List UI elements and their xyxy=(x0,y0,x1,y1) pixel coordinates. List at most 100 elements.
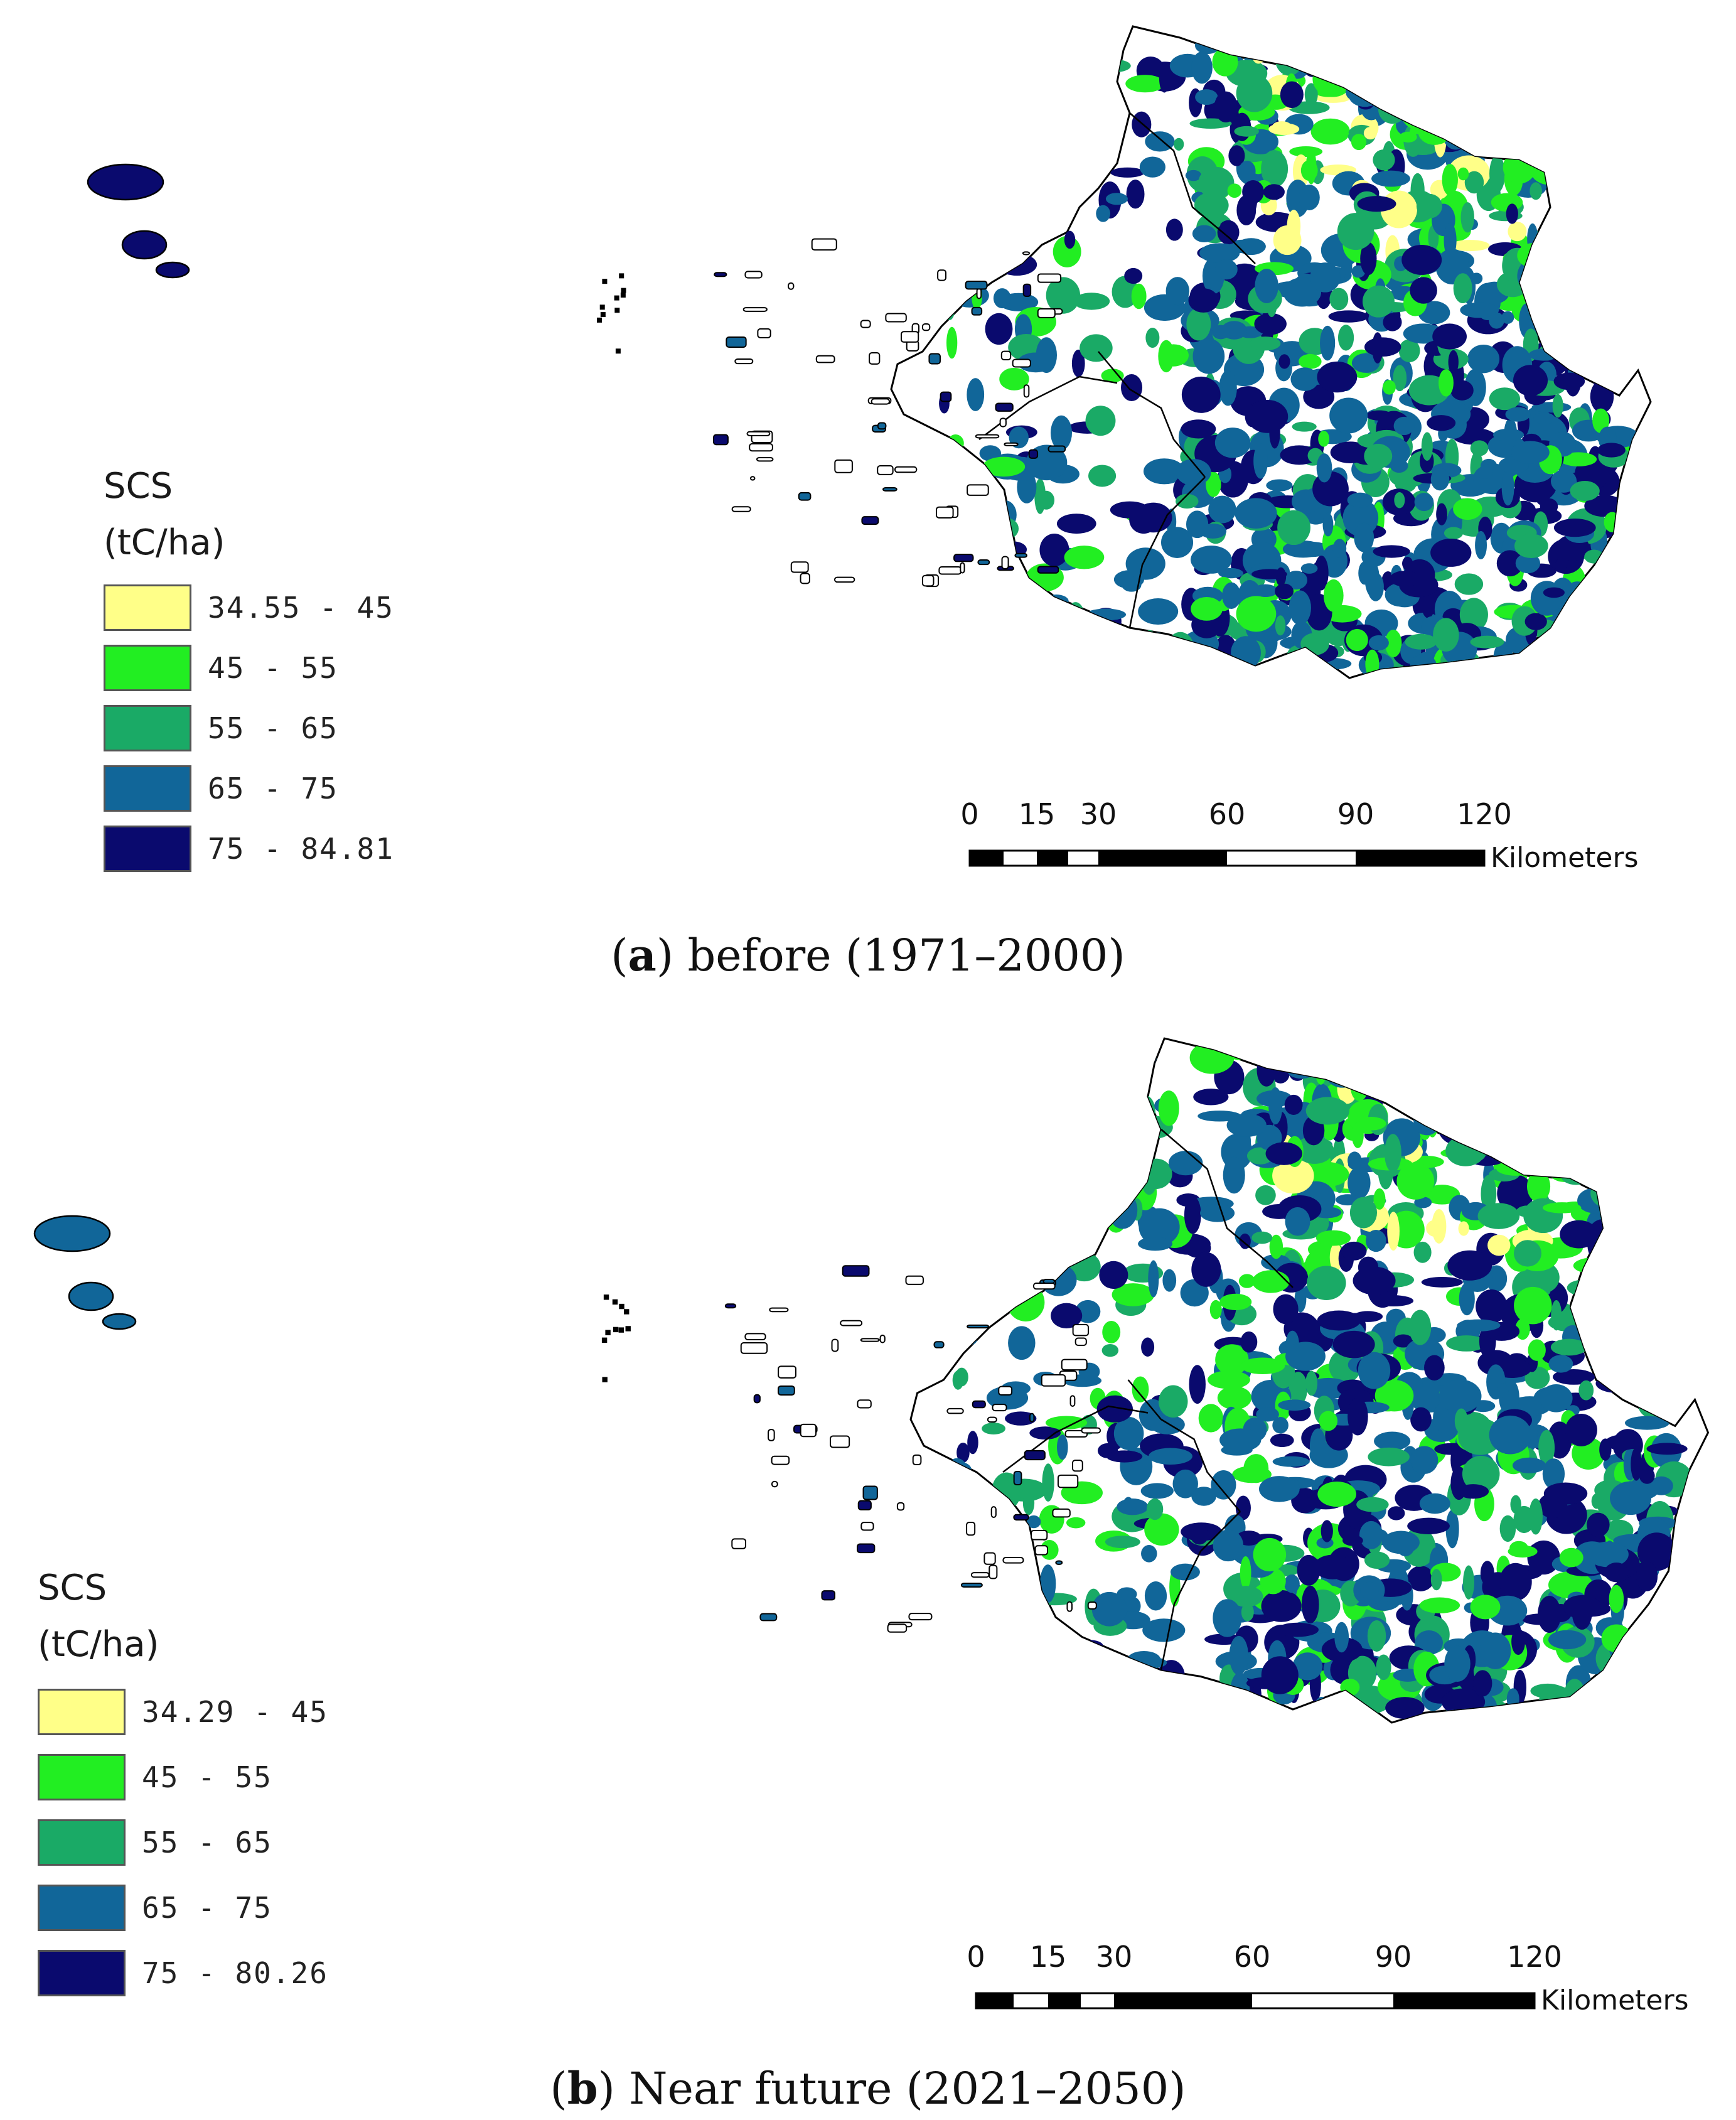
island xyxy=(995,402,1014,412)
island xyxy=(769,1307,789,1313)
island xyxy=(744,271,763,279)
island xyxy=(811,238,837,251)
island xyxy=(1013,1471,1022,1485)
scale-bar-a: 0 15 30 60 90 120 Kilometers xyxy=(960,797,1638,874)
island xyxy=(1001,556,1009,570)
island xyxy=(759,1613,778,1622)
island xyxy=(989,1564,998,1579)
island xyxy=(833,576,855,583)
scale-unit: Kilometers xyxy=(1541,1984,1689,2016)
islet xyxy=(603,1294,609,1300)
island xyxy=(830,1435,850,1448)
island xyxy=(746,431,771,436)
islet xyxy=(599,304,605,310)
island xyxy=(740,1342,768,1354)
island xyxy=(834,459,853,473)
island xyxy=(1023,384,1030,398)
caption-letter: b xyxy=(567,2062,598,2114)
island xyxy=(862,1485,878,1500)
legend-row-class1: 34.55 - 45 xyxy=(104,578,394,638)
island xyxy=(960,562,965,574)
island xyxy=(869,352,881,365)
legend-label-class1: 34.29 - 45 xyxy=(142,1695,328,1729)
scale-tick-0: 0 xyxy=(960,797,978,831)
island xyxy=(1037,308,1056,318)
island xyxy=(1074,1337,1087,1346)
scale-bar-segments xyxy=(968,849,1486,867)
island xyxy=(798,492,812,501)
island xyxy=(1034,1545,1048,1556)
island xyxy=(882,487,897,492)
scale-tick-15: 15 xyxy=(1019,797,1056,831)
legend-swatch-class1 xyxy=(104,584,191,631)
island xyxy=(1055,1560,1063,1565)
island xyxy=(1012,358,1031,368)
island xyxy=(990,1506,997,1518)
island xyxy=(753,1394,761,1404)
island xyxy=(771,1455,790,1465)
island xyxy=(712,434,729,446)
legend-swatch-class1 xyxy=(38,1689,126,1735)
island xyxy=(992,1404,1007,1412)
island xyxy=(1024,1450,1046,1461)
legend-swatch-class5 xyxy=(104,826,191,872)
island xyxy=(1047,445,1066,453)
legend-b: SCS (tC/ha) 34.29 - 45 45 - 55 55 - 65 6… xyxy=(38,1560,328,2006)
island xyxy=(726,336,747,348)
island xyxy=(724,1303,737,1309)
scale-tick-15: 15 xyxy=(1030,1940,1067,1974)
carbon-density-patches xyxy=(933,1038,1693,1723)
island xyxy=(860,1338,880,1342)
map-panel-b: SCS (tC/ha) 34.29 - 45 45 - 55 55 - 65 6… xyxy=(0,1030,1736,2120)
island xyxy=(940,391,952,402)
island xyxy=(1037,566,1059,574)
scale-bar-b: 0 15 30 60 90 120 Kilometers xyxy=(967,1940,1689,2016)
island xyxy=(908,1613,933,1621)
island xyxy=(860,320,871,328)
island xyxy=(1000,350,1012,360)
islet xyxy=(624,1309,630,1315)
island xyxy=(756,456,774,462)
legend-row-class2: 45 - 55 xyxy=(104,638,394,698)
island xyxy=(967,484,989,496)
island xyxy=(871,398,891,405)
island xyxy=(860,1522,874,1531)
island xyxy=(887,1623,908,1633)
island xyxy=(857,1543,876,1554)
scale-tick-120: 120 xyxy=(1457,797,1512,831)
scale-tick-60: 60 xyxy=(1209,797,1246,831)
legend-title: SCS xyxy=(38,1568,107,1608)
island xyxy=(857,1500,872,1510)
island xyxy=(1041,1374,1066,1387)
island xyxy=(999,417,1007,428)
legend-row-class3: 55 - 65 xyxy=(104,698,394,758)
island xyxy=(861,516,879,525)
islet xyxy=(625,1326,631,1332)
legend-label-class5: 75 - 84.81 xyxy=(208,832,394,866)
island xyxy=(790,561,809,573)
legend-row-class2: 45 - 55 xyxy=(38,1745,328,1810)
island xyxy=(966,1522,976,1536)
island xyxy=(960,1583,983,1588)
island xyxy=(970,1572,990,1578)
legend-label-class4: 65 - 75 xyxy=(142,1891,272,1925)
islet xyxy=(614,308,620,313)
island xyxy=(1022,283,1032,298)
island xyxy=(1037,273,1062,283)
island xyxy=(155,261,190,279)
island xyxy=(1014,552,1027,558)
island xyxy=(1013,1514,1029,1521)
island xyxy=(821,1590,835,1601)
islet xyxy=(621,288,626,293)
legend-row-class3: 55 - 65 xyxy=(38,1810,328,1875)
island xyxy=(731,506,751,512)
legend-swatch-class3 xyxy=(38,1819,126,1866)
island xyxy=(975,434,1000,439)
island xyxy=(905,1275,924,1285)
legend-label-class3: 55 - 65 xyxy=(142,1826,272,1859)
island xyxy=(928,353,941,365)
island xyxy=(879,1334,886,1343)
island xyxy=(778,1365,796,1379)
island xyxy=(831,1338,839,1352)
islet xyxy=(618,1327,624,1333)
